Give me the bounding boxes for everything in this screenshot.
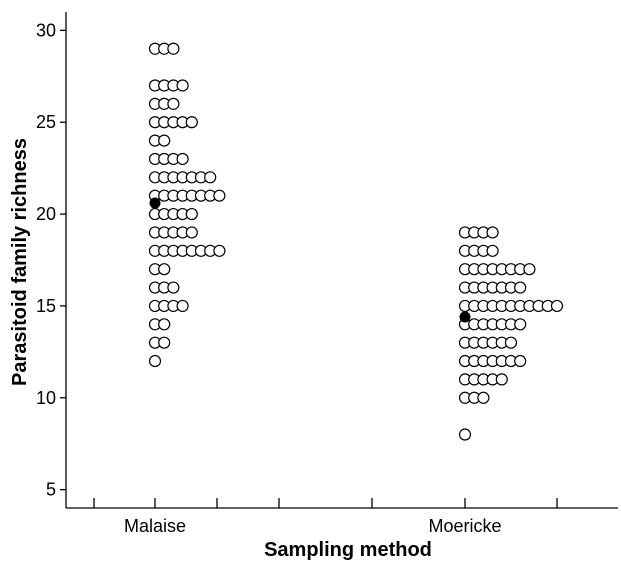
data-points — [148, 42, 564, 441]
y-tick-label: 30 — [36, 20, 56, 40]
data-point — [176, 79, 189, 92]
x-axis-title: Sampling method — [264, 539, 432, 561]
data-point — [204, 171, 217, 184]
data-point — [523, 263, 536, 276]
y-tick-label: 20 — [36, 204, 56, 224]
y-tick-label: 10 — [36, 388, 56, 408]
data-point — [185, 207, 198, 221]
y-ticks: 5 10 15 20 25 30 — [36, 20, 66, 500]
data-point — [167, 281, 180, 294]
y-tick-label: 15 — [36, 296, 56, 316]
data-point — [185, 226, 198, 239]
data-point — [158, 134, 171, 147]
y-tick-label: 25 — [36, 112, 56, 132]
data-point — [176, 152, 189, 166]
data-point — [550, 299, 564, 313]
data-point — [158, 263, 171, 276]
data-point — [514, 281, 527, 294]
x-tick-label: Moericke — [428, 516, 501, 536]
data-point — [486, 244, 499, 257]
mean-point — [149, 197, 161, 209]
data-point — [167, 42, 180, 55]
data-point — [458, 428, 472, 441]
x-tick-label: Malaise — [124, 516, 186, 536]
data-point — [514, 354, 527, 368]
data-point — [213, 244, 226, 257]
data-point — [514, 318, 527, 331]
data-point — [158, 318, 171, 331]
data-point — [477, 391, 490, 404]
data-point — [176, 299, 189, 313]
plot-axes — [65, 12, 618, 509]
mean-points — [149, 197, 471, 323]
data-point — [486, 226, 499, 239]
y-tick-label: 5 — [46, 480, 56, 500]
data-point — [495, 373, 508, 386]
mean-point — [459, 311, 471, 323]
data-point — [148, 354, 162, 368]
y-axis-title: Parasitoid family richness — [9, 138, 31, 386]
data-point — [213, 189, 226, 202]
x-ticks: Malaise Moericke — [93, 498, 558, 536]
data-point — [167, 97, 180, 110]
data-point — [185, 116, 198, 129]
data-point — [158, 336, 171, 349]
data-point — [504, 336, 518, 349]
